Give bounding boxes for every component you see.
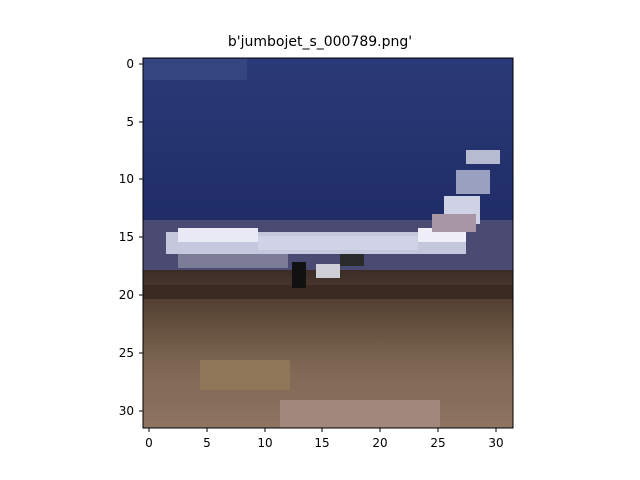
y-tick-label: 5 bbox=[126, 115, 134, 129]
ground-foreground-patch bbox=[280, 400, 440, 428]
y-tick-label: 0 bbox=[126, 57, 134, 71]
x-tick-label: 10 bbox=[257, 436, 272, 450]
y-tick-label: 25 bbox=[119, 346, 134, 360]
x-axis: 0 5 10 15 20 25 30 bbox=[145, 428, 504, 450]
y-tick-label: 20 bbox=[119, 288, 134, 302]
y-axis: 0 5 10 15 20 25 30 bbox=[119, 57, 143, 418]
x-tick-label: 30 bbox=[488, 436, 503, 450]
sky-top-patch bbox=[143, 58, 247, 80]
x-tick-label: 20 bbox=[372, 436, 387, 450]
x-tick-label: 0 bbox=[145, 436, 153, 450]
x-tick-label: 25 bbox=[430, 436, 445, 450]
x-tick-label: 15 bbox=[314, 436, 329, 450]
x-tick-label: 5 bbox=[203, 436, 211, 450]
ground-shadow-band bbox=[143, 285, 513, 299]
figure-title: b'jumbojet_s_000789.png' bbox=[227, 34, 413, 50]
image-area bbox=[143, 58, 513, 428]
jumbo-jet bbox=[166, 150, 500, 288]
y-tick-label: 30 bbox=[119, 404, 134, 418]
y-tick-label: 10 bbox=[119, 172, 134, 186]
axes-frame bbox=[142, 57, 514, 429]
ground-light-patch bbox=[200, 360, 290, 390]
y-tick-label: 15 bbox=[119, 230, 134, 244]
